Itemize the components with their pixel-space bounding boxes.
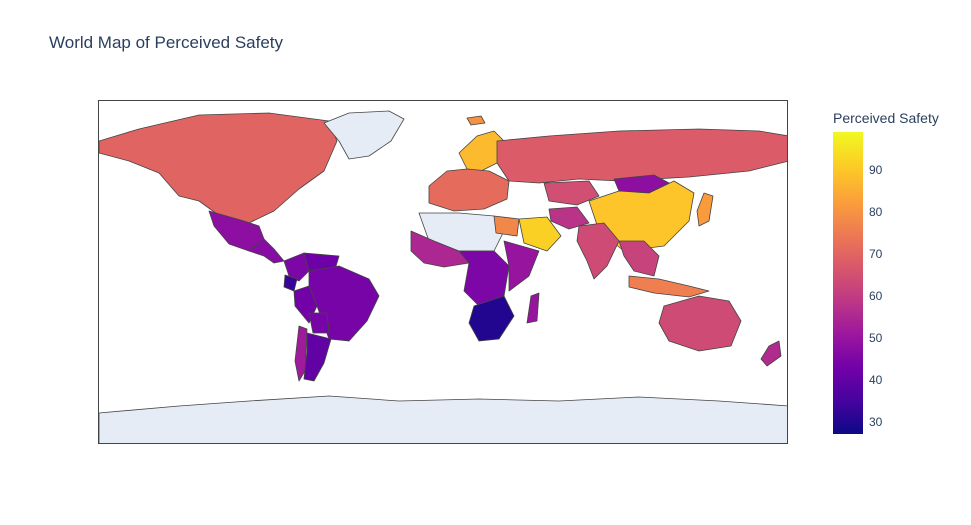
region-indonesia[interactable] <box>628 275 710 298</box>
region-australia[interactable] <box>658 295 742 352</box>
colorbar <box>833 132 863 434</box>
colorbar-tick-50: 50 <box>869 331 883 345</box>
region-iran[interactable] <box>548 206 590 230</box>
region-greenland[interactable] <box>323 110 405 160</box>
region-saudi-arabia[interactable] <box>518 216 562 252</box>
region-colombia[interactable] <box>283 252 310 282</box>
region-west-africa[interactable] <box>410 230 470 268</box>
region-argentina[interactable] <box>303 332 332 382</box>
region-north-america[interactable] <box>99 112 338 224</box>
world-map[interactable] <box>98 100 788 444</box>
colorbar-title: Perceived Safety <box>833 110 939 126</box>
colorbar-tick-80: 80 <box>869 205 883 219</box>
region-antarctica[interactable] <box>99 395 788 444</box>
region-southeast-asia[interactable] <box>618 240 660 277</box>
region-chile[interactable] <box>294 325 308 382</box>
region-bolivia[interactable] <box>308 312 330 334</box>
region-russia[interactable] <box>496 128 788 184</box>
colorbar-tick-40: 40 <box>869 373 883 387</box>
region-japan[interactable] <box>696 192 714 227</box>
region-east-africa[interactable] <box>503 240 540 292</box>
colorbar-tick-60: 60 <box>869 289 883 303</box>
region-southern-africa[interactable] <box>468 295 515 342</box>
region-iceland[interactable] <box>466 115 486 126</box>
colorbar-tick-30: 30 <box>869 415 883 429</box>
map-title: World Map of Perceived Safety <box>49 33 284 52</box>
region-western-europe[interactable] <box>428 168 510 212</box>
region-egypt[interactable] <box>493 215 520 237</box>
region-new-zealand[interactable] <box>760 340 782 367</box>
colorbar-tick-90: 90 <box>869 163 883 177</box>
region-madagascar[interactable] <box>526 292 540 324</box>
colorbar-tick-70: 70 <box>869 247 883 261</box>
region-india[interactable] <box>576 222 620 280</box>
map-canvas[interactable] <box>99 101 788 444</box>
region-kazakhstan[interactable] <box>543 180 600 206</box>
